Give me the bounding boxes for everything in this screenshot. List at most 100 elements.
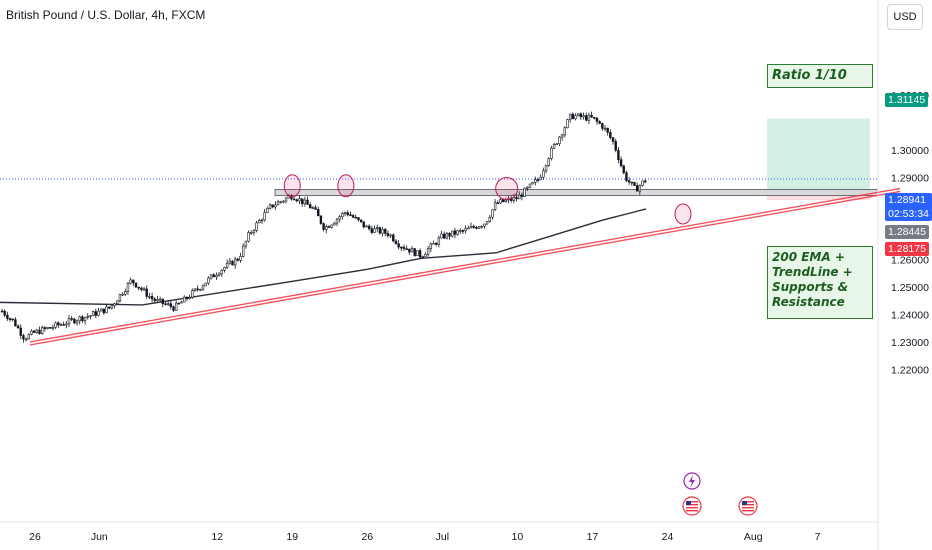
candle-down [520, 194, 524, 197]
candle-up [142, 288, 146, 291]
candle-down [448, 232, 451, 237]
candle-down [3, 310, 6, 316]
candle-up [233, 258, 237, 266]
candle-up [228, 260, 231, 264]
candle-up [78, 316, 81, 322]
candle-up [416, 250, 419, 256]
candle-down [327, 226, 331, 228]
candle-down [70, 318, 73, 320]
candle-down [145, 288, 148, 297]
candle-down [501, 199, 505, 203]
candle-down [161, 298, 164, 304]
flag-stripe [742, 507, 754, 509]
x-tick-label: 12 [211, 531, 223, 543]
candle-up [268, 204, 272, 209]
candle-up [225, 262, 229, 268]
candle-up [488, 216, 491, 222]
candle-down [630, 181, 634, 184]
candle-up [432, 242, 435, 245]
flag-stripe [686, 501, 698, 503]
candle-up [330, 224, 333, 228]
y-tick-label: 1.29000 [891, 172, 929, 184]
candle-down [62, 324, 65, 326]
candle-down [57, 322, 60, 326]
candle-up [97, 310, 100, 316]
us-flag-event-icon[interactable] [738, 496, 758, 516]
y-tick-label: 1.24000 [891, 310, 929, 322]
candle-up [459, 230, 462, 232]
current-price-value: 1.28941 [888, 194, 926, 206]
y-tick-label: 1.30000 [891, 145, 929, 157]
candle-up [381, 229, 384, 234]
candle-up [493, 202, 497, 211]
ratio-label[interactable]: Ratio 1/10 [767, 64, 873, 88]
ema-200 [0, 208, 647, 306]
candle-down [392, 234, 395, 242]
candle-down [306, 199, 309, 205]
strategy-note[interactable]: 200 EMA + TrendLine + Supports & Resista… [767, 246, 873, 319]
bar-countdown: 02:53:34 [888, 208, 929, 220]
candle-down [590, 114, 593, 118]
touch-highlight-circle [337, 174, 355, 198]
candle-down [453, 230, 457, 235]
candle-down [408, 248, 411, 253]
candle-up [424, 253, 427, 257]
candle-up [558, 136, 561, 144]
candle-up [24, 338, 28, 341]
candle-up [40, 327, 44, 335]
candle-up [54, 322, 57, 328]
candle-up [560, 134, 564, 138]
candle-up [373, 228, 376, 233]
candle-down [571, 113, 575, 120]
candle-down [169, 303, 173, 308]
support-resistance-level [274, 189, 879, 197]
candle-up [341, 212, 344, 218]
candle-up [276, 201, 280, 206]
candle-up [375, 227, 379, 229]
candle-up [483, 223, 486, 227]
candle-down [378, 227, 382, 234]
trendline-upper [29, 187, 901, 343]
flag-stripe [742, 501, 754, 503]
candle-up [35, 329, 39, 333]
candle-up [126, 282, 130, 292]
candle-down [536, 179, 540, 181]
candle-up [199, 288, 202, 291]
touch-highlight-circle [674, 203, 692, 225]
x-tick-label: Jul [436, 531, 449, 543]
lightning-event-icon[interactable] [683, 472, 701, 490]
candle-up [129, 279, 132, 284]
candle-down [164, 303, 167, 305]
candle-up [180, 301, 183, 304]
candle-down [140, 287, 143, 290]
candle-down [402, 246, 406, 249]
candle-down [271, 204, 274, 208]
candle-up [263, 212, 266, 221]
candle-down [413, 248, 416, 256]
candle-down [319, 215, 323, 224]
candle-down [108, 306, 111, 309]
candle-up [325, 226, 328, 230]
candle-up [504, 199, 508, 203]
candle-up [335, 218, 339, 224]
candle-down [134, 282, 138, 288]
candle-up [451, 230, 454, 237]
touch-highlight-circle [495, 177, 519, 201]
candle-down [132, 279, 135, 284]
currency-button[interactable]: USD [887, 4, 923, 30]
candle-up [298, 198, 301, 202]
x-axis: 26 Jun 12 19 26 Jul 10 17 24 Aug 7 [0, 521, 878, 543]
x-tick-label: 24 [662, 531, 674, 543]
candle-up [65, 323, 68, 326]
candle-down [472, 225, 475, 228]
candle-down [606, 127, 609, 133]
candle-up [27, 334, 30, 340]
candle-down [611, 137, 615, 142]
candle-up [410, 248, 414, 253]
candle-down [308, 204, 312, 209]
candle-down [137, 286, 140, 289]
us-flag-event-icon[interactable] [682, 496, 702, 516]
candle-up [156, 299, 159, 302]
